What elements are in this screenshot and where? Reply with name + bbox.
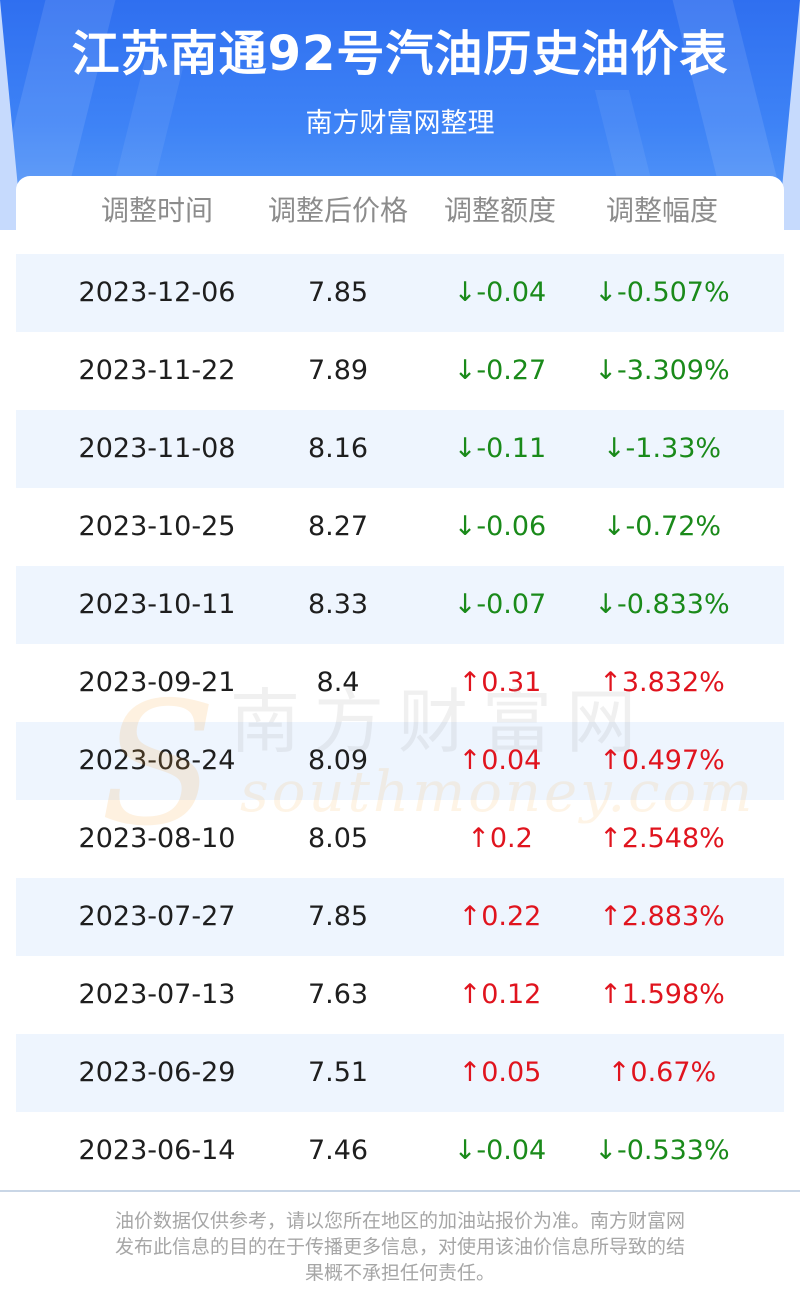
table-row: 2023-11-08 8.16 ↓-0.11 ↓-1.33% <box>16 410 784 488</box>
cell-date: 2023-12-06 <box>78 277 236 308</box>
cell-price: 8.16 <box>307 433 369 464</box>
cell-date: 2023-10-25 <box>78 511 236 542</box>
cell-price: 8.05 <box>307 823 369 854</box>
cell-amount: ↓-0.27 <box>453 355 547 386</box>
table-row: 2023-09-21 8.4 ↑0.31 ↑3.832% <box>16 644 784 722</box>
table-row: 2023-06-14 7.46 ↓-0.04 ↓-0.533% <box>16 1112 784 1190</box>
cell-price: 7.46 <box>307 1135 369 1166</box>
table-body: 2023-12-06 7.85 ↓-0.04 ↓-0.507% 2023-11-22 7.… <box>16 254 784 1190</box>
table-row: 2023-11-22 7.89 ↓-0.27 ↓-3.309% <box>16 332 784 410</box>
cell-percent: ↑2.883% <box>599 901 725 932</box>
cell-date: 2023-10-11 <box>78 589 236 620</box>
cell-amount: ↑0.2 <box>467 823 533 854</box>
cell-amount: ↑0.04 <box>458 745 542 776</box>
disclaimer-line: 发布此信息的目的在于传播更多信息，对使用该油价信息所导致的结 <box>114 1236 685 1258</box>
cell-percent: ↓-0.72% <box>602 511 722 542</box>
cell-date: 2023-08-24 <box>78 745 236 776</box>
cell-date: 2023-07-27 <box>78 901 236 932</box>
cell-amount: ↓-0.11 <box>453 433 547 464</box>
cell-percent: ↓-0.533% <box>594 1135 730 1166</box>
table-row: 2023-08-24 8.09 ↑0.04 ↑0.497% <box>16 722 784 800</box>
table-row: 2023-07-27 7.85 ↑0.22 ↑2.883% <box>16 878 784 956</box>
table-row: 2023-06-29 7.51 ↑0.05 ↑0.67% <box>16 1034 784 1112</box>
table-row: 2023-10-11 8.33 ↓-0.07 ↓-0.833% <box>16 566 784 644</box>
table-header: 调整时间 调整后价格 调整额度 调整幅度 <box>16 176 784 254</box>
cell-date: 2023-09-21 <box>78 667 236 698</box>
cell-percent: ↓-0.833% <box>594 589 730 620</box>
cell-price: 7.85 <box>307 277 369 308</box>
cell-price: 8.4 <box>316 667 360 698</box>
cell-percent: ↑1.598% <box>599 979 725 1010</box>
cell-price: 8.33 <box>307 589 369 620</box>
disclaimer-line: 油价数据仅供参考，请以您所在地区的加油站报价为准。南方财富网 <box>114 1210 685 1232</box>
cell-date: 2023-06-14 <box>78 1135 236 1166</box>
cell-amount: ↓-0.06 <box>453 511 547 542</box>
table-row: 2023-07-13 7.63 ↑0.12 ↑1.598% <box>16 956 784 1034</box>
cell-price: 7.51 <box>307 1057 369 1088</box>
cell-date: 2023-11-08 <box>78 433 236 464</box>
disclaimer: 油价数据仅供参考，请以您所在地区的加油站报价为准。南方财富网 发布此信息的目的在… <box>60 1208 740 1286</box>
cell-date: 2023-11-22 <box>78 355 236 386</box>
cell-date: 2023-06-29 <box>78 1057 236 1088</box>
cell-price: 7.63 <box>307 979 369 1010</box>
table-row: 2023-10-25 8.27 ↓-0.06 ↓-0.72% <box>16 488 784 566</box>
cell-price: 8.09 <box>307 745 369 776</box>
cell-amount: ↓-0.04 <box>453 1135 547 1166</box>
footer-divider <box>0 1190 800 1192</box>
column-header-percent: 调整幅度 <box>605 194 718 227</box>
cell-price: 8.27 <box>307 511 369 542</box>
cell-amount: ↑0.22 <box>458 901 542 932</box>
cell-amount: ↑0.31 <box>458 667 542 698</box>
cell-amount: ↑0.05 <box>458 1057 542 1088</box>
cell-amount: ↑0.12 <box>458 979 542 1010</box>
cell-price: 7.89 <box>307 355 369 386</box>
table-row: 2023-12-06 7.85 ↓-0.04 ↓-0.507% <box>16 254 784 332</box>
cell-percent: ↓-1.33% <box>602 433 722 464</box>
cell-percent: ↓-0.507% <box>594 277 730 308</box>
table-row: 2023-08-10 8.05 ↑0.2 ↑2.548% <box>16 800 784 878</box>
column-header-date: 调整时间 <box>100 194 213 227</box>
column-header-price: 调整后价格 <box>267 194 408 227</box>
cell-percent: ↑0.497% <box>599 745 725 776</box>
page-title: 江苏南通92号汽油历史油价表 <box>71 26 729 82</box>
column-header-amount: 调整额度 <box>443 194 556 227</box>
cell-date: 2023-08-10 <box>78 823 236 854</box>
disclaimer-line: 果概不承担任何责任。 <box>304 1262 495 1284</box>
page-subtitle: 南方财富网整理 <box>305 108 495 139</box>
cell-amount: ↓-0.07 <box>453 589 547 620</box>
cell-date: 2023-07-13 <box>78 979 236 1010</box>
cell-percent: ↑0.67% <box>607 1057 717 1088</box>
price-table-card: 调整时间 调整后价格 调整额度 调整幅度 2023-12-06 7.85 ↓-0.0… <box>16 176 784 1190</box>
cell-amount: ↓-0.04 <box>453 277 547 308</box>
cell-percent: ↓-3.309% <box>594 355 730 386</box>
cell-percent: ↑3.832% <box>599 667 725 698</box>
cell-percent: ↑2.548% <box>599 823 725 854</box>
cell-price: 7.85 <box>307 901 369 932</box>
